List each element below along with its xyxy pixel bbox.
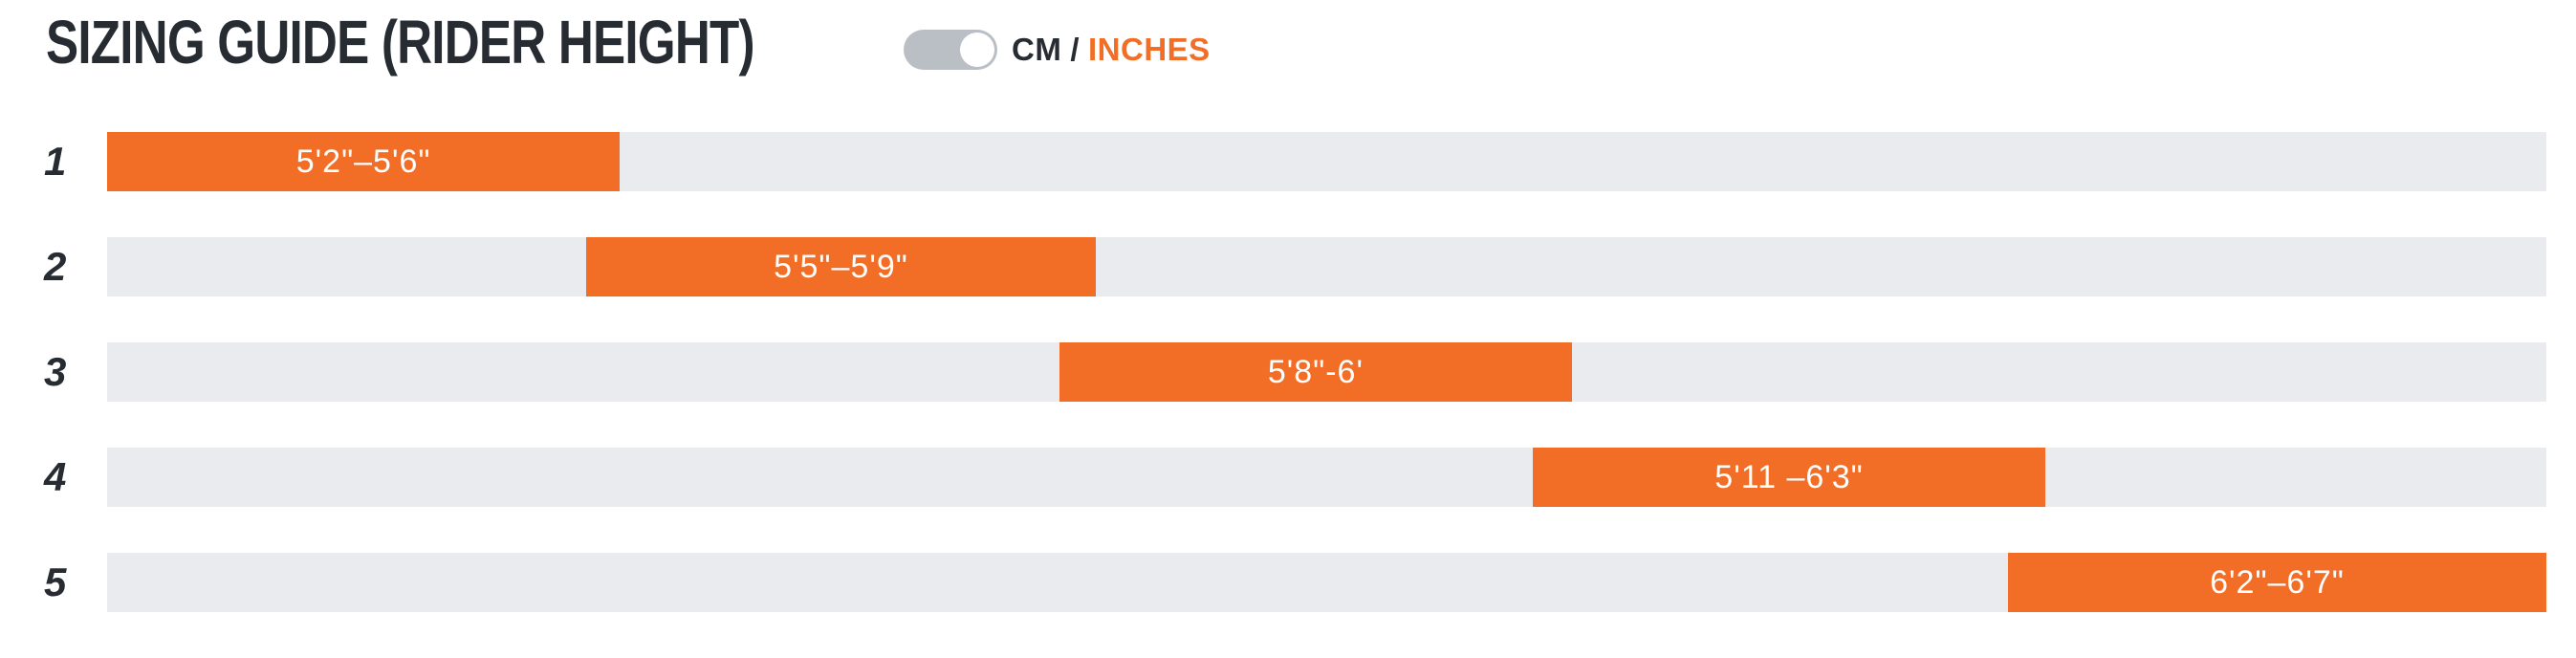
- height-range-label: 6'2"–6'7": [2210, 563, 2345, 601]
- height-range-bar: 5'11 –6'3": [1533, 448, 2045, 507]
- unit-labels: CM / INCHES: [1012, 30, 1211, 70]
- size-number-label: 2: [44, 244, 67, 289]
- sizing-guide-section: SIZING GUIDE (RIDER HEIGHT) CM / INCHES …: [44, 8, 2546, 612]
- size-number-label: 1: [44, 139, 67, 184]
- size-row: 1 5'2"–5'6": [0, 132, 2576, 191]
- size-number-label: 5: [44, 559, 67, 604]
- height-range-label: 5'11 –6'3": [1714, 458, 1864, 495]
- unit-separator: /: [1070, 32, 1080, 67]
- height-range-bar: 5'8"-6': [1059, 342, 1572, 402]
- page-title: SIZING GUIDE (RIDER HEIGHT): [46, 8, 755, 77]
- height-range-track: 5'5"–5'9": [107, 237, 2546, 296]
- height-range-track: 6'2"–6'7": [107, 553, 2546, 612]
- height-range-bar: 5'2"–5'6": [107, 132, 621, 191]
- height-range-label: 5'8"-6': [1267, 353, 1364, 390]
- height-range-label: 5'2"–5'6": [295, 143, 431, 180]
- height-range-label: 5'5"–5'9": [774, 248, 908, 285]
- size-row: 3 5'8"-6': [0, 342, 2576, 402]
- size-number-label: 4: [44, 454, 67, 499]
- unit-toggle-knob: [960, 33, 994, 67]
- unit-cm-label[interactable]: CM: [1012, 32, 1062, 67]
- size-row: 4 5'11 –6'3": [0, 448, 2576, 507]
- size-row: 2 5'5"–5'9": [0, 237, 2576, 296]
- size-row: 5 6'2"–6'7": [0, 553, 2576, 612]
- height-range-bar: 6'2"–6'7": [2007, 553, 2546, 612]
- unit-toggle[interactable]: [904, 30, 997, 70]
- size-number-label: 3: [44, 349, 67, 394]
- sizing-chart: 1 5'2"–5'6" 2 5'5"–5'9" 3 5'8"-6' 4 5'11…: [0, 132, 2576, 658]
- height-range-track: 5'8"-6': [107, 342, 2546, 402]
- height-range-track: 5'11 –6'3": [107, 448, 2546, 507]
- height-range-bar: 5'5"–5'9": [586, 237, 1096, 296]
- unit-inches-label[interactable]: INCHES: [1088, 32, 1211, 67]
- height-range-track: 5'2"–5'6": [107, 132, 2546, 191]
